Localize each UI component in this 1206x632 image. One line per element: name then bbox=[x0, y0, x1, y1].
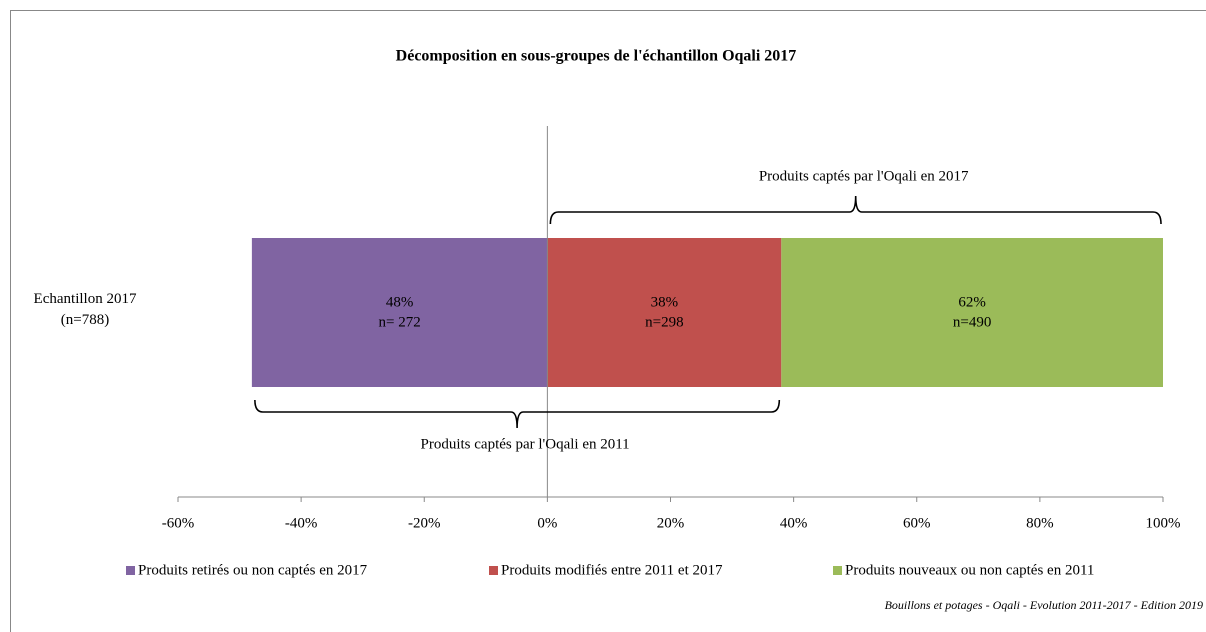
legend-label: Produits nouveaux ou non captés en 2011 bbox=[845, 562, 1094, 578]
x-tick-label: -20% bbox=[408, 515, 441, 531]
frame bbox=[10, 10, 1206, 632]
annotation: Produits captés par l'Oqali en 2011 bbox=[421, 436, 630, 452]
legend-swatch bbox=[126, 566, 135, 575]
category-label: Echantillon 2017 (n=788) bbox=[33, 291, 137, 328]
count-label: n=490 bbox=[953, 314, 991, 330]
value-label: 48% bbox=[386, 294, 414, 310]
legend-label: Produits modifiés entre 2011 et 2017 bbox=[501, 562, 723, 578]
x-tick-label: -60% bbox=[162, 515, 195, 531]
bracket bbox=[254, 399, 781, 429]
legend-label: Produits retirés ou non captés en 2017 bbox=[138, 562, 368, 578]
annotation: Produits captés par l'Oqali en 2017 bbox=[759, 168, 969, 184]
source: Bouillons et potages - Oqali - Evolution… bbox=[885, 598, 1203, 612]
legend-swatch bbox=[489, 566, 498, 575]
bar bbox=[781, 238, 1163, 387]
x-tick-label: 60% bbox=[903, 515, 931, 531]
value-label: 38% bbox=[651, 294, 679, 310]
x-tick-label: 40% bbox=[780, 515, 808, 531]
value-label: 62% bbox=[958, 294, 986, 310]
count-label: n=298 bbox=[645, 314, 683, 330]
x-tick-label: 20% bbox=[657, 515, 685, 531]
bar bbox=[251, 238, 548, 387]
x-tick-label: 80% bbox=[1026, 515, 1054, 531]
bar bbox=[547, 238, 782, 387]
bracket bbox=[549, 195, 1162, 225]
chart-title: Décomposition en sous-groupes de l'échan… bbox=[396, 48, 797, 65]
count-label: n= 272 bbox=[379, 314, 421, 330]
x-tick-label: 100% bbox=[1146, 515, 1181, 531]
x-tick-label: -40% bbox=[285, 515, 318, 531]
legend-swatch bbox=[833, 566, 842, 575]
x-tick-label: 0% bbox=[537, 515, 557, 531]
